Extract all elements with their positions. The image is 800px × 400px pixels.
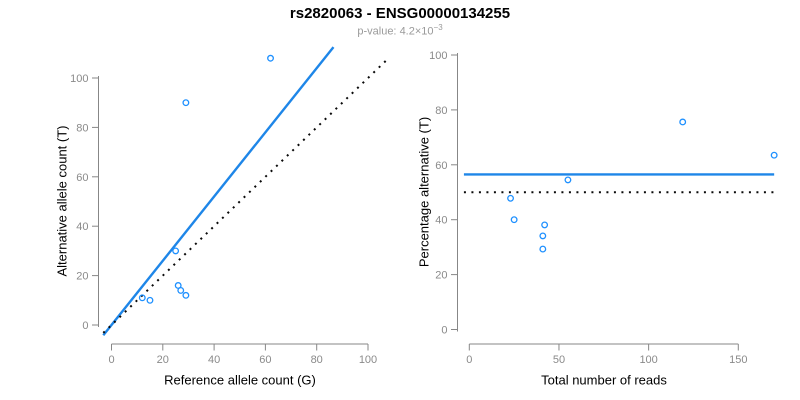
x-tick-label: 100 <box>359 354 377 366</box>
data-point <box>679 118 687 126</box>
x-tick-label: 60 <box>259 354 271 366</box>
data-point <box>510 216 518 224</box>
y-tick-label: 60 <box>435 160 447 172</box>
data-point <box>507 194 514 202</box>
left-xaxis-title: Reference allele count (G) <box>164 372 316 388</box>
x-tick-label: 100 <box>639 354 657 366</box>
pvalue-prefix: p-value: <box>357 25 400 38</box>
y-tick-label: 0 <box>441 325 447 337</box>
x-tick-label: 0 <box>466 354 472 366</box>
data-point <box>182 291 190 299</box>
figure-subtitle: p-value: 4.2×10−3 <box>0 23 800 38</box>
data-point <box>541 221 549 229</box>
y-tick-label: 40 <box>76 221 88 233</box>
data-point <box>138 294 146 302</box>
x-tick-label: 150 <box>729 354 747 366</box>
x-tick-label: 50 <box>553 354 565 366</box>
right-yaxis-title: Percentage alternative (T) <box>416 116 432 268</box>
data-point <box>182 99 190 107</box>
data-point <box>539 245 547 253</box>
x-tick-label: 40 <box>208 354 220 366</box>
y-tick-label: 100 <box>429 50 447 62</box>
right-xaxis-title: Total number of reads <box>541 372 667 388</box>
x-tick-label: 80 <box>311 354 323 366</box>
y-tick-label: 20 <box>76 271 88 283</box>
y-tick-label: 40 <box>435 215 447 227</box>
data-point <box>539 232 547 240</box>
pvalue-exponent: −3 <box>433 23 443 32</box>
y-tick-label: 80 <box>435 105 447 117</box>
data-point <box>177 286 185 294</box>
y-tick-label: 100 <box>70 73 88 85</box>
x-tick-label: 0 <box>108 354 114 366</box>
figure-title: rs2820063 - ENSG00000134255 <box>289 5 511 22</box>
pvalue-value: 4.2×10 <box>399 25 434 38</box>
data-point <box>172 247 180 255</box>
x-tick-label: 20 <box>157 354 169 366</box>
y-tick-label: 20 <box>435 270 447 282</box>
data-point <box>146 296 154 304</box>
data-point <box>564 176 572 184</box>
y-tick-label: 60 <box>76 172 88 184</box>
data-point <box>770 151 778 159</box>
left-yaxis-title: Alternative allele count (T) <box>54 125 70 277</box>
identity-line <box>102 58 388 334</box>
y-tick-label: 0 <box>82 320 88 332</box>
data-point <box>267 54 274 62</box>
y-tick-label: 80 <box>76 122 88 134</box>
fit-line <box>102 46 335 337</box>
